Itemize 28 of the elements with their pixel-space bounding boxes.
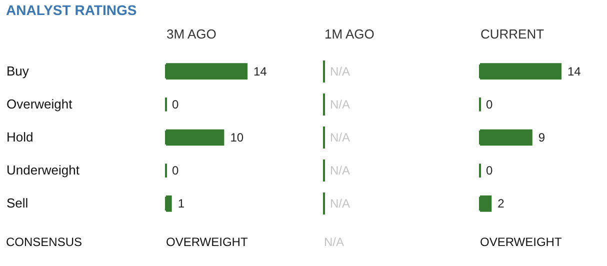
y-tick-label: Underweight bbox=[6, 162, 80, 178]
x-axis-title: CURRENT bbox=[480, 26, 544, 42]
y-tick-label: Buy bbox=[6, 63, 30, 78]
data-label: 2 bbox=[498, 196, 505, 211]
data-label: 1 bbox=[178, 196, 185, 211]
text: N/A bbox=[330, 98, 350, 112]
text: OVERWEIGHT bbox=[480, 235, 562, 249]
data-label: 0 bbox=[172, 164, 179, 178]
data-label: 0 bbox=[486, 97, 493, 112]
chart-title: ANALYST RATINGS bbox=[6, 2, 137, 18]
data-label: 10 bbox=[230, 130, 244, 144]
data-label: 14 bbox=[567, 64, 582, 78]
text: N/A bbox=[324, 235, 344, 249]
data-label: 0 bbox=[172, 97, 179, 112]
data-label: 9 bbox=[538, 130, 546, 144]
text: N/A bbox=[330, 64, 350, 78]
y-tick-label: Sell bbox=[6, 196, 28, 211]
y-tick-label: Hold bbox=[6, 130, 34, 144]
text: N/A bbox=[330, 196, 350, 210]
x-axis-title: 3M AGO bbox=[166, 26, 216, 42]
data-label: 0 bbox=[486, 164, 493, 178]
text: N/A bbox=[330, 164, 350, 178]
text: CONSENSUS bbox=[6, 235, 82, 249]
text: 1M AGO bbox=[324, 26, 374, 42]
text: N/A bbox=[330, 130, 350, 144]
data-label: 14 bbox=[253, 64, 268, 78]
y-tick-label: Overweight bbox=[6, 96, 73, 112]
text: OVERWEIGHT bbox=[166, 235, 248, 249]
